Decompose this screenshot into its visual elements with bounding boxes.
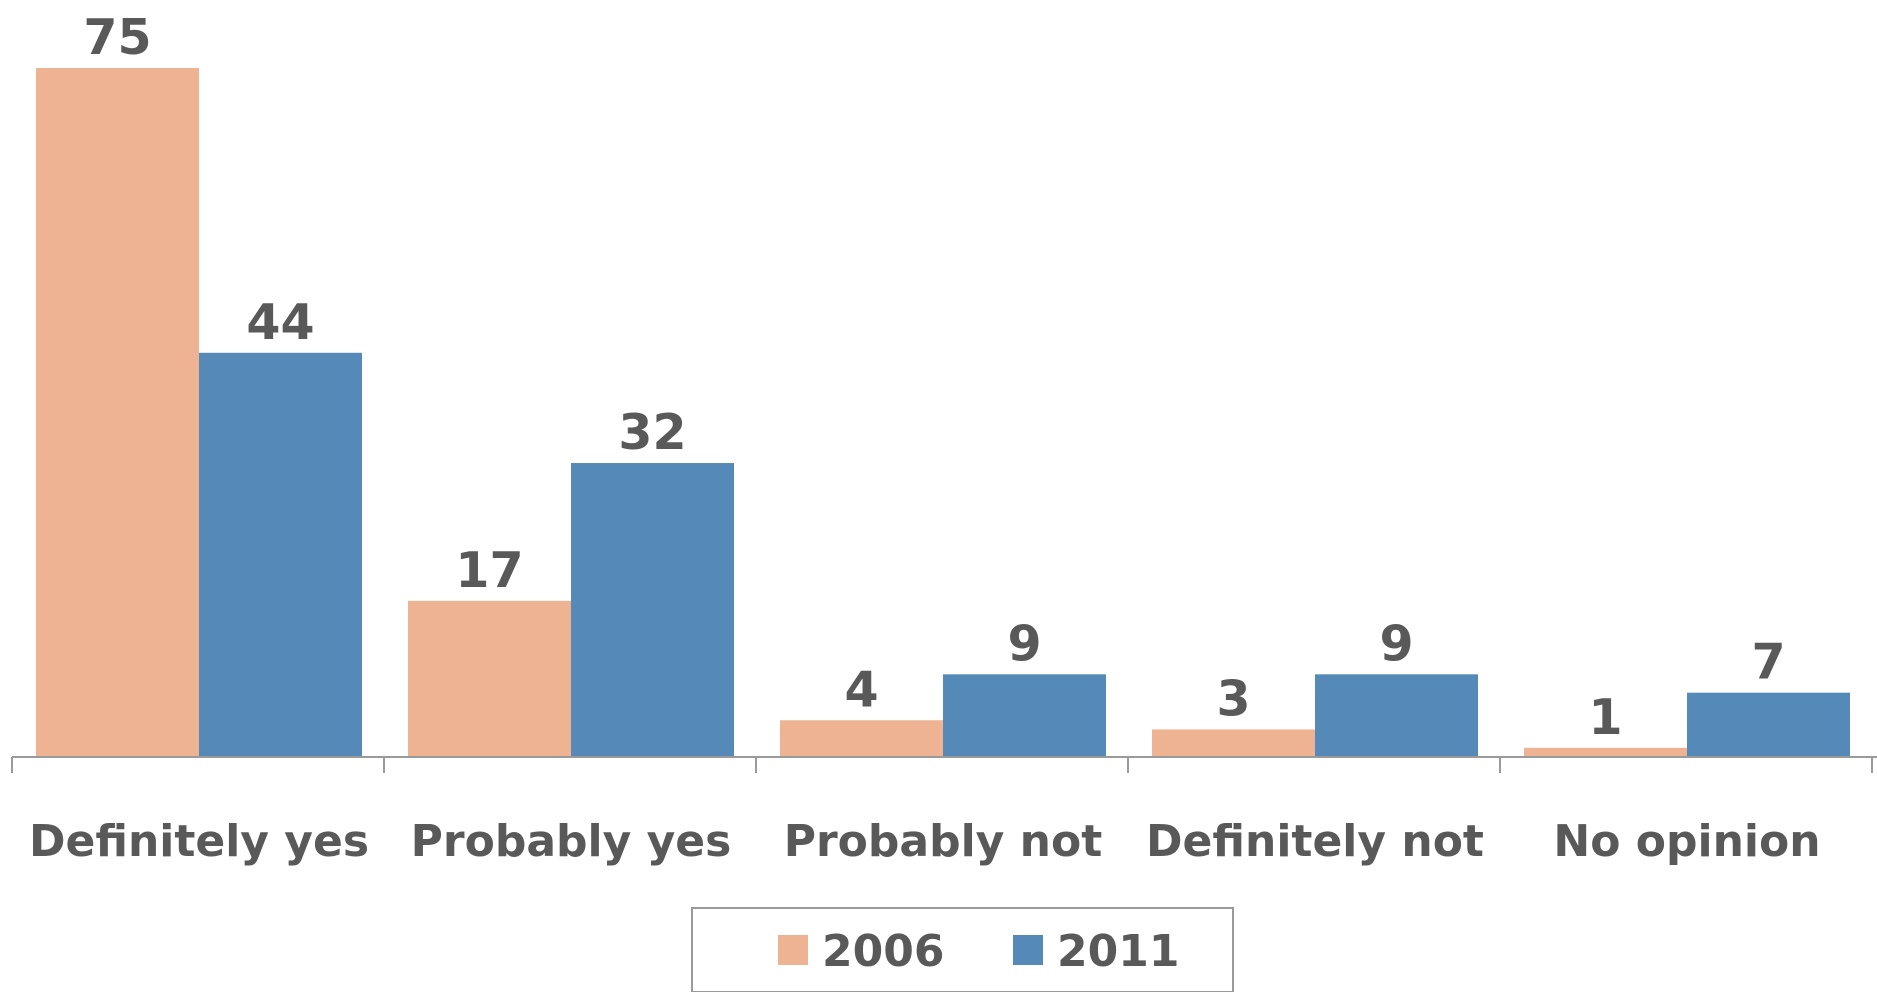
data-label-2006-3: 3 [1216,670,1250,727]
legend-label-2011: 2011 [1057,926,1179,977]
data-label-2011-4: 7 [1751,634,1785,691]
bar-2006-0 [36,68,199,757]
data-label-2011-2: 9 [1007,615,1041,672]
category-label-1: Probably yes [411,816,732,867]
bar-2011-4 [1687,692,1850,757]
legend-label-2006: 2006 [822,926,944,977]
legend-swatch-2006 [778,935,808,965]
bar-2006-1 [408,600,571,757]
x-axis-category-labels: Definitely yes Probably yes Probably not De… [29,816,1821,867]
data-label-2011-1: 32 [618,404,686,461]
bar-2011-0 [199,352,362,757]
data-label-2006-0: 75 [83,9,151,66]
x-axis-ticks [11,757,1873,773]
data-label-2006-1: 17 [455,542,523,599]
legend-swatch-2011 [1013,935,1043,965]
bar-2006-4 [1524,747,1687,757]
bar-2006-2 [780,720,943,757]
data-label-2011-0: 44 [246,294,314,351]
bar-2011-1 [571,463,734,757]
bar-2011-2 [943,674,1106,757]
bar-2011-3 [1315,674,1478,757]
data-label-2006-4: 1 [1588,689,1622,746]
category-label-4: No opinion [1553,816,1820,867]
category-label-3: Definitely not [1146,816,1484,867]
category-label-0: Definitely yes [29,816,369,867]
category-label-2: Probably not [784,816,1103,867]
bar-2006-3 [1152,729,1315,757]
data-label-2006-2: 4 [844,661,878,718]
legend: 2006 2011 [691,907,1234,992]
data-label-2011-3: 9 [1379,615,1413,672]
bars-layer [36,68,1850,757]
